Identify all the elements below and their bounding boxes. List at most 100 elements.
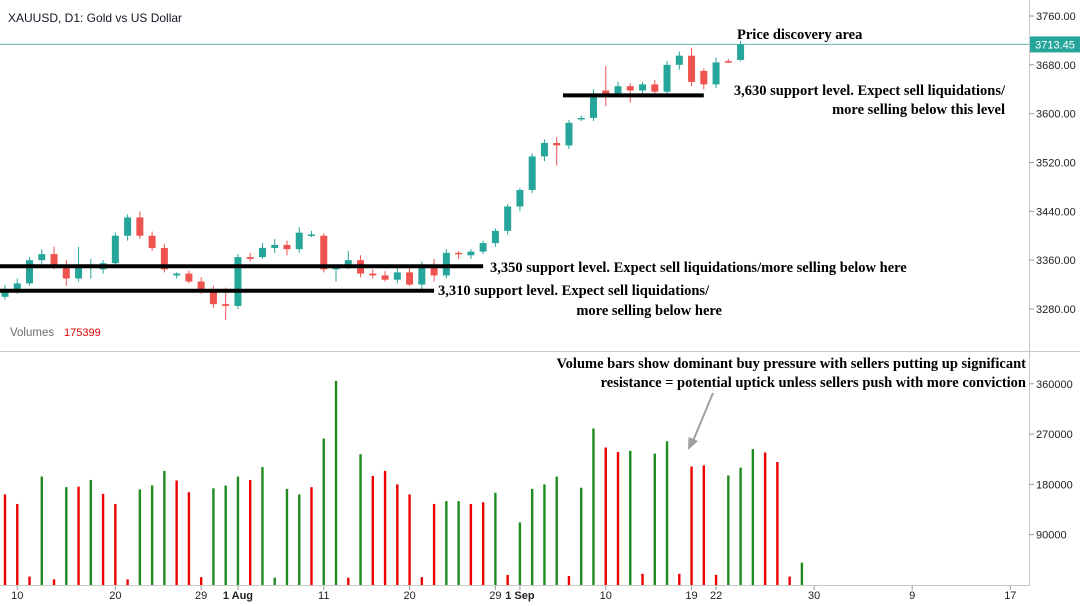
candle	[516, 188, 524, 212]
volume-axis: 90000 180000 270000 360000	[1029, 379, 1073, 542]
volume-bar	[616, 451, 620, 585]
price-discovery-annotation: Price discovery area	[737, 27, 863, 43]
volume-bar	[28, 576, 31, 585]
volume-bar	[359, 454, 362, 585]
candle	[540, 139, 548, 162]
candle-body	[540, 142, 548, 157]
volume-bar	[371, 475, 374, 585]
candle	[124, 214, 132, 241]
current-price-tag-bg	[1030, 36, 1080, 53]
candle-body	[418, 265, 426, 285]
volume-bar	[65, 487, 68, 585]
time-tick-label: 17	[1004, 590, 1016, 602]
candle	[222, 287, 230, 320]
volume-bar	[751, 449, 755, 585]
candle-body	[344, 260, 352, 268]
candle-body	[406, 272, 414, 285]
time-tick-label: 19	[685, 590, 697, 602]
volume-bar	[481, 502, 485, 585]
candle	[455, 251, 463, 259]
volume-bar	[249, 479, 252, 585]
time-axis: 10 20 29 1 Aug 11 20 29 1 Sep 10 19 22 30 9 17	[11, 586, 1016, 602]
candle-body	[589, 94, 597, 118]
volume-bar	[678, 573, 681, 585]
candle	[688, 47, 696, 87]
candle-body	[504, 206, 512, 231]
volume-bar	[126, 579, 129, 585]
price-tick-label: 3360.00	[1036, 255, 1076, 267]
price-tick-label: 3760.00	[1036, 11, 1076, 23]
volume-bar	[261, 467, 264, 585]
candle	[26, 257, 34, 286]
price-tick-label: 3520.00	[1036, 158, 1076, 170]
candle-body	[38, 254, 46, 261]
volume-tick-label: 180000	[1036, 479, 1073, 491]
volume-series	[3, 380, 804, 585]
candle-body	[565, 122, 573, 146]
time-tick-label: 1 Sep	[505, 590, 535, 602]
time-tick-label: 20	[109, 590, 121, 602]
volume-bar	[555, 476, 558, 585]
volume-bar	[702, 465, 706, 585]
candle-body	[602, 90, 610, 95]
candlestick-series	[1, 41, 745, 320]
volume-bar	[396, 484, 399, 585]
volume-bar	[16, 503, 19, 585]
volume-bar	[163, 470, 166, 585]
price-tick-label: 3600.00	[1036, 109, 1076, 121]
candle-body	[148, 235, 156, 248]
candle	[381, 271, 389, 282]
candle	[148, 231, 156, 252]
volume-bar	[310, 487, 313, 585]
volume-bar	[788, 576, 791, 585]
candle	[234, 254, 242, 309]
candle	[406, 265, 414, 286]
arrow-head	[688, 437, 698, 450]
current-price-tag: 3713.45	[1030, 36, 1080, 53]
volume-bar	[285, 488, 289, 585]
arrow-shaft	[692, 392, 714, 442]
candle-body	[663, 64, 671, 92]
volume-bar	[101, 493, 105, 585]
volume-bar	[224, 485, 227, 585]
candle	[430, 258, 438, 282]
price-tick-label: 3280.00	[1036, 304, 1076, 316]
volume-bar	[187, 492, 191, 585]
candle-body	[283, 244, 291, 250]
candle-body	[455, 252, 463, 255]
volume-bar	[494, 492, 497, 585]
candle-body	[393, 272, 401, 280]
candle-body	[332, 267, 340, 270]
candle	[308, 230, 315, 237]
volume-bar	[653, 453, 656, 585]
volumes-value: 175399	[64, 327, 101, 339]
volume-bar	[506, 574, 509, 585]
volume-bar	[690, 466, 693, 585]
candle-body	[467, 251, 475, 256]
volume-bar	[469, 503, 473, 585]
candle	[442, 249, 450, 279]
candle-body	[528, 156, 536, 190]
candle-body	[222, 304, 230, 306]
candle-body	[442, 252, 450, 276]
volume-bar	[40, 476, 43, 585]
candle-body	[160, 247, 168, 270]
candle-body	[553, 142, 561, 146]
volume-bar	[322, 438, 325, 585]
candle-body	[197, 281, 205, 291]
volume-bar	[273, 577, 276, 585]
time-tick-label: 30	[808, 590, 820, 602]
volume-bar	[739, 467, 742, 585]
volumes-label: Volumes	[10, 327, 54, 339]
candle-body	[136, 217, 144, 236]
volume-bar	[604, 447, 607, 585]
volume-bar	[298, 494, 301, 585]
time-tick-label: 29	[195, 590, 207, 602]
candle-body	[479, 243, 487, 252]
candle-body	[491, 230, 499, 244]
candle	[663, 61, 671, 96]
candle	[504, 204, 512, 235]
price-tick-label: 3680.00	[1036, 60, 1076, 72]
candle-body	[75, 267, 83, 279]
